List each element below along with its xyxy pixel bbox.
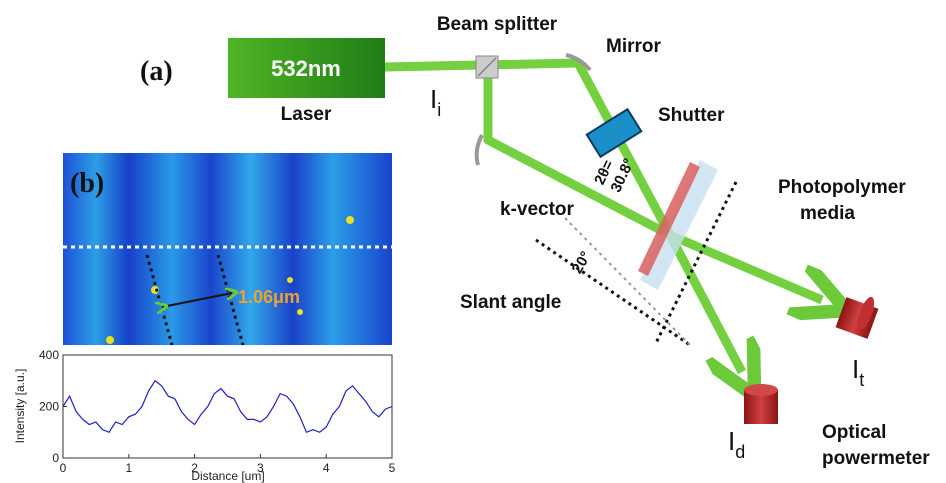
k-vector-label: k-vector xyxy=(500,199,575,220)
media-label: Photopolymer xyxy=(778,177,906,198)
transmitted-label: It xyxy=(852,354,864,390)
x-tick-label: 3 xyxy=(257,461,264,475)
laser-wavelength: 532nm xyxy=(271,56,341,81)
plot-area xyxy=(63,355,392,458)
slant-angle-label: Slant angle xyxy=(460,292,561,313)
panel-tag: (a) xyxy=(140,56,173,87)
detector-t xyxy=(836,295,879,339)
y-tick-label: 400 xyxy=(39,348,59,362)
x-tick-label: 2 xyxy=(191,461,198,475)
shutter-label: Shutter xyxy=(658,105,725,126)
powermeter-label: Optical xyxy=(822,422,886,443)
y-tick-label: 0 xyxy=(52,451,59,465)
laser-label: Laser xyxy=(281,104,332,125)
beams xyxy=(385,63,822,372)
detector-d xyxy=(744,384,778,424)
slant-value: 20° xyxy=(569,249,595,277)
powermeter-label-2: powermeter xyxy=(822,448,930,469)
figure: (a) 532nm Laser Beam splitter Mirror Ii … xyxy=(0,0,946,483)
media-label-2: media xyxy=(800,203,855,224)
y-tick-label: 200 xyxy=(39,400,59,414)
afm-image xyxy=(63,153,392,345)
x-axis-label: Distance [um] xyxy=(191,469,264,483)
x-tick-label: 5 xyxy=(389,461,396,475)
incident-label: Ii xyxy=(430,84,441,120)
beam-splitter-label: Beam splitter xyxy=(437,14,558,35)
x-tick-label: 1 xyxy=(125,461,132,475)
diffracted-label: Id xyxy=(728,426,745,462)
mirror-label: Mirror xyxy=(606,36,662,57)
period-label: 1.06μm xyxy=(238,287,300,307)
panel-b-tag: (b) xyxy=(70,168,104,199)
x-tick-label: 0 xyxy=(60,461,67,475)
mirror-2 xyxy=(477,135,482,165)
y-axis-label: Intensity [a.u.] xyxy=(13,369,27,444)
shutter xyxy=(587,109,641,156)
x-tick-label: 4 xyxy=(323,461,330,475)
